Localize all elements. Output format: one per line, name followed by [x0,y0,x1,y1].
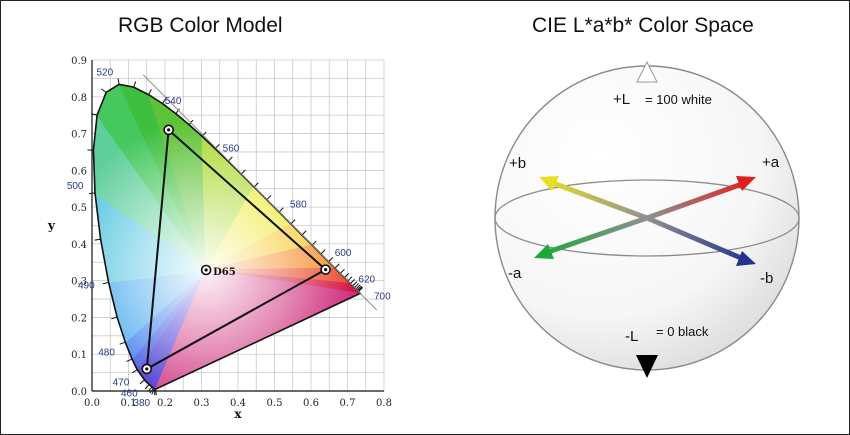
wavelength-label: 700 [374,292,391,303]
gamut-primaries [141,124,331,375]
black-arrow-head [636,355,658,378]
x-tick-label: 0.2 [157,398,173,409]
wavelength-ticks [87,78,364,396]
wavelength-label: 620 [358,274,375,285]
x-axis-label: x [234,407,242,421]
minus-b-label: -b [760,270,773,287]
wavelength-label: 540 [165,96,182,107]
y-tick-label: 0.9 [71,56,87,67]
plus-l-label: +L [613,91,630,108]
rgb-color-model-title: RGB Color Model [118,14,283,37]
x-tick-label: 0.4 [230,398,246,409]
plus-l-description: = 100 white [645,92,712,107]
x-tick-label: 0.0 [84,398,100,409]
plus-a-arrow-head [736,176,756,191]
x-tick-label: 0.7 [340,398,356,409]
y-tick-label: 0.2 [71,313,87,324]
wavelength-label: 520 [97,68,114,79]
b-axis [539,176,756,266]
diagonal-line [142,74,378,311]
minus-l-label: -L [625,328,638,345]
x-tick-label: 0.6 [303,398,319,409]
cie-lab-title: CIE L*a*b* Color Space [532,14,754,37]
wavelength-label: 490 [78,280,95,291]
wavelength-label: 470 [113,377,130,388]
minus-b-arrow-head [736,251,756,266]
plus-b-arrow-head [539,176,559,191]
spectral-locus-fill [93,84,361,390]
plus-a-label: +a [762,154,780,171]
y-tick-label: 0.6 [71,166,87,177]
plus-b-label: +b [509,155,526,172]
d65-white-point [200,264,212,276]
white-arrow-head [636,60,658,83]
minus-a-label: -a [508,265,522,282]
y-axis-label: y [47,218,56,232]
a-axis [534,176,756,259]
wavelength-label: 580 [290,199,307,210]
wavelength-label: 460 [121,388,138,399]
d65-label: D65 [213,267,236,278]
y-tick-labels: 0.0 0.1 0.2 0.3 0.4 0.5 0.6 0.7 0.8 0.9 [71,56,87,398]
wavelength-label: 380 [133,398,150,409]
srgb-gamut-triangle [145,127,328,371]
minus-l-description: = 0 black [656,324,709,339]
y-tick-label: 0.3 [71,277,87,288]
wavelength-label: 560 [223,144,240,155]
minus-a-arrow-head [534,244,554,259]
x-tick-label: 0.8 [376,398,392,409]
y-tick-label: 0.7 [71,130,87,141]
y-tick-label: 0.1 [71,350,87,361]
wavelength-label: 500 [67,181,84,192]
y-tick-label: 0.5 [71,203,87,214]
wavelength-label: 600 [335,248,352,259]
x-tick-label: 0.1 [121,398,137,409]
x-tick-labels: 0.0 0.1 0.2 0.3 0.4 0.5 0.6 0.7 0.8 [84,398,392,409]
wavelength-label: 480 [98,348,115,359]
x-tick-label: 0.3 [194,398,210,409]
y-tick-label: 0.0 [71,387,87,398]
chart-axes [91,59,384,392]
y-tick-label: 0.4 [71,240,87,251]
y-tick-label: 0.8 [71,93,87,104]
x-tick-label: 0.5 [267,398,283,409]
